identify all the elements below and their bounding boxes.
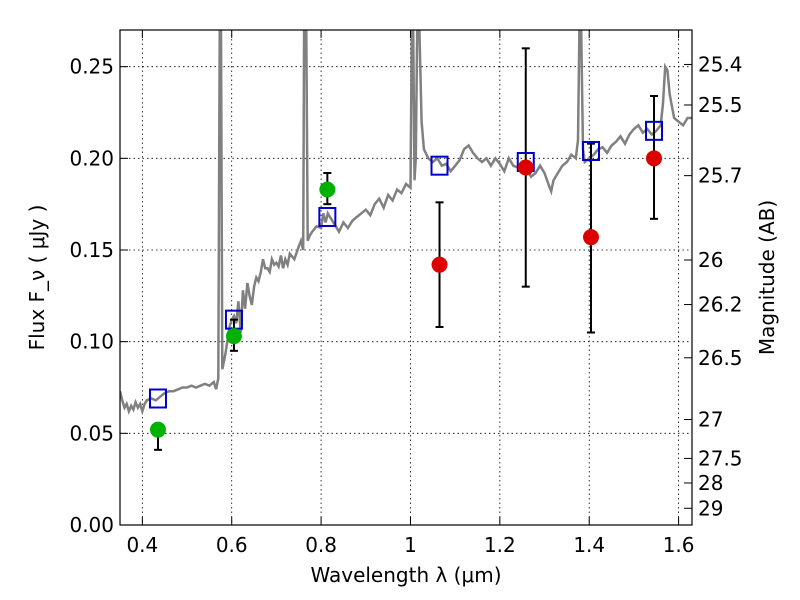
model-photometry-markers [148,120,664,409]
model-photometry-point [645,120,664,141]
y-tick-label: 0.05 [69,421,114,445]
observed-markers [149,150,663,438]
axis-ticks [120,30,692,526]
model-spectrum-line [120,30,692,416]
model-photometry-point [148,388,167,409]
observed-limits-point [431,256,448,273]
right-tick-label: 25.4 [698,52,743,76]
y-tick-label: 0.15 [69,238,114,262]
right-tick-label: 26 [698,248,723,272]
model-photometry-point [582,141,601,161]
observed-limits-point [646,150,663,167]
right-tick-label: 25.5 [698,93,743,117]
x-tick-label: 0.8 [305,533,337,557]
y-axis-label: Flux F_ν ( μJy ) [25,205,49,351]
y-tick-label: 0.25 [69,55,114,79]
right-tick-label: 27.5 [698,446,743,470]
y-tick-label: 0.20 [69,146,114,170]
x-tick-label: 0.4 [126,533,158,557]
right-tick-label: 26.5 [698,346,743,370]
observed-detections-point [149,421,166,438]
grid [120,30,692,526]
plot-frame [119,29,693,526]
right-axis-label: Magnitude (AB) [755,200,779,355]
x-tick-labels: 0.4 0.6 0.8 1 1.2 1.4 1.6 [126,533,694,557]
y-tick-label: 0.10 [69,330,114,354]
x-tick-label: 1 [404,533,417,557]
right-tick-label: 29 [698,496,723,520]
observed-limits-point [517,159,534,176]
plot-area [120,30,692,416]
right-tick-label: 28 [698,471,723,495]
y-tick-label: 0.00 [69,513,114,537]
model-photometry-point [318,207,337,227]
x-tick-label: 1.4 [573,533,605,557]
observed-detections-point [319,181,336,198]
x-tick-label: 1.6 [663,533,695,557]
model-photometry-point [430,155,449,176]
y-tick-labels: 0.00 0.05 0.10 0.15 0.20 0.25 [69,55,114,537]
x-tick-label: 0.6 [216,533,248,557]
right-tick-label: 26.2 [698,293,743,317]
observed-detections-point [225,328,242,345]
x-tick-label: 1.2 [484,533,516,557]
observed-limits-point [583,229,600,246]
x-axis-label: Wavelength λ (μm) [310,563,501,587]
right-tick-label: 25.7 [698,164,743,188]
right-tick-label: 27 [698,407,723,431]
